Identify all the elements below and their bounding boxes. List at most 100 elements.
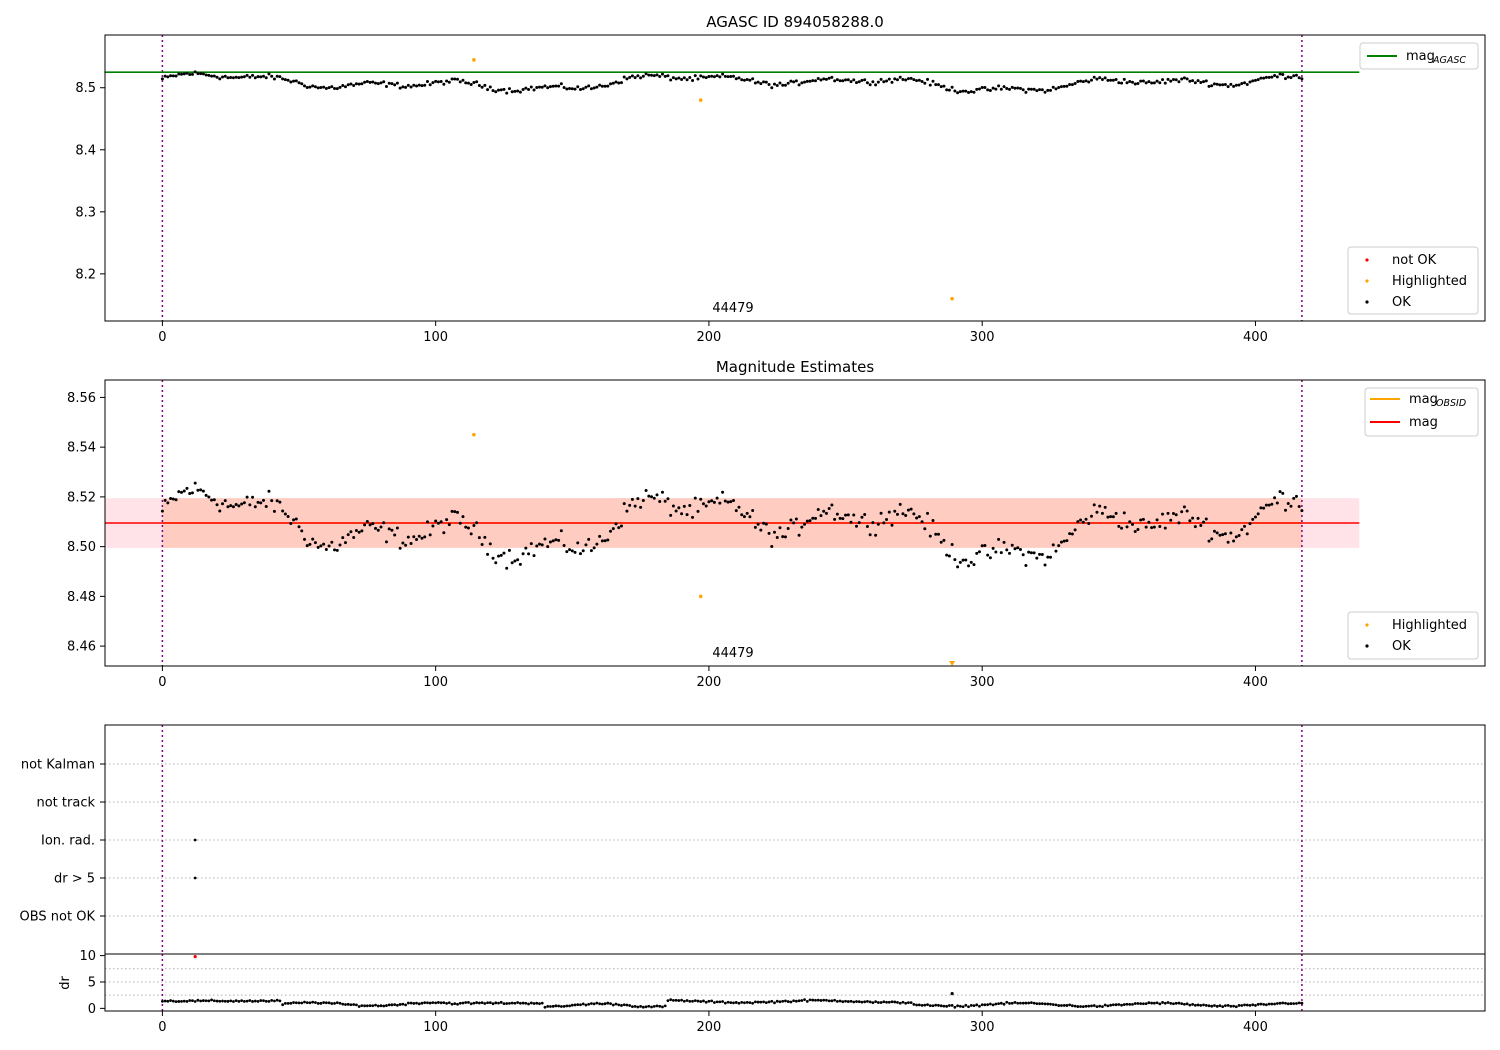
- dr-point: [917, 1003, 921, 1007]
- ok-point: [838, 79, 842, 83]
- dr-point: [702, 999, 705, 1003]
- ok-point: [953, 558, 957, 562]
- x-tick-label: 100: [423, 675, 448, 690]
- ok-point: [190, 72, 194, 76]
- ok-point: [524, 86, 528, 90]
- dr-point: [606, 1001, 610, 1005]
- ok-point: [335, 87, 339, 91]
- ok-point: [1008, 551, 1012, 555]
- ok-point: [576, 85, 580, 89]
- ok-point: [600, 539, 604, 543]
- ok-point: [977, 87, 981, 91]
- dr-point: [844, 999, 847, 1003]
- ok-point: [1027, 87, 1031, 91]
- dr-point: [647, 1004, 651, 1008]
- ok-point: [644, 72, 648, 76]
- ok-point: [352, 535, 356, 539]
- ok-point: [1038, 552, 1042, 556]
- ok-point: [811, 516, 815, 520]
- ok-point: [423, 535, 427, 539]
- dr-point: [871, 1001, 875, 1005]
- dr-point: [538, 1002, 541, 1006]
- ok-point: [188, 72, 192, 76]
- dr-point: [275, 998, 279, 1002]
- ok-point: [942, 84, 946, 88]
- ok-point: [404, 85, 408, 89]
- ok-point: [603, 539, 607, 543]
- ok-point: [518, 90, 522, 94]
- dr-point: [273, 999, 276, 1003]
- dr-point: [1207, 1004, 1211, 1008]
- ok-point: [1243, 524, 1247, 528]
- ok-point: [595, 85, 599, 89]
- dr-point: [581, 1002, 585, 1006]
- ok-point: [581, 549, 585, 553]
- x-tick-label: 300: [970, 1020, 995, 1035]
- ok-point: [540, 543, 544, 547]
- dr-point: [196, 998, 200, 1002]
- dr-point: [245, 999, 249, 1003]
- dr-point: [1221, 1005, 1225, 1009]
- ok-point: [1240, 528, 1244, 532]
- dr-point: [297, 1001, 301, 1005]
- ok-point: [849, 80, 853, 84]
- dr-point: [650, 1005, 653, 1009]
- dr-point: [570, 1003, 574, 1007]
- ok-point: [1253, 515, 1257, 519]
- ok-point: [171, 497, 175, 501]
- highlighted-point: [472, 58, 476, 62]
- dr-point: [759, 1000, 763, 1004]
- dr-point: [620, 1004, 623, 1007]
- ok-point: [685, 78, 689, 82]
- dr-point: [928, 1004, 932, 1008]
- ok-point: [581, 87, 585, 91]
- ok-point: [1218, 83, 1222, 87]
- legend-label-highlighted: Highlighted: [1392, 274, 1467, 289]
- ok-point: [734, 509, 738, 513]
- ok-point: [1240, 81, 1244, 85]
- ok-point: [753, 525, 757, 529]
- ok-point: [483, 83, 487, 87]
- ok-point: [1103, 76, 1107, 80]
- ok-point: [1114, 77, 1118, 81]
- ok-point: [1065, 539, 1069, 543]
- ok-point: [726, 75, 730, 79]
- ok-point: [573, 550, 577, 554]
- ok-point: [658, 74, 662, 78]
- ok-point: [458, 521, 462, 525]
- ok-point: [537, 85, 541, 89]
- dr-point: [305, 1001, 309, 1005]
- dr-point: [527, 1002, 530, 1006]
- ok-point: [707, 500, 711, 504]
- ok-point: [737, 76, 741, 80]
- dr-point: [1051, 1003, 1055, 1006]
- ok-point: [808, 79, 812, 83]
- ok-point: [770, 86, 774, 90]
- ok-point: [425, 520, 429, 524]
- category-label: not track: [36, 796, 95, 811]
- dr-point: [204, 999, 208, 1003]
- dr-point: [428, 1001, 432, 1005]
- dr-point: [453, 1002, 457, 1005]
- dr-point: [762, 1000, 765, 1004]
- dr-point: [464, 1001, 468, 1004]
- ok-point: [491, 89, 495, 93]
- dr-point: [934, 1003, 938, 1007]
- dr-point: [994, 1002, 998, 1006]
- dr-point: [688, 1000, 692, 1003]
- ok-point: [833, 79, 837, 83]
- ok-point: [425, 80, 429, 84]
- dr-point: [707, 999, 711, 1003]
- ok-point: [1087, 80, 1091, 84]
- dr-point: [524, 1001, 528, 1005]
- ok-point: [371, 80, 375, 84]
- ok-point: [1040, 88, 1044, 92]
- flag-point: [193, 838, 197, 842]
- ok-point: [543, 84, 547, 88]
- ok-point: [824, 511, 828, 515]
- dr-point: [797, 999, 801, 1003]
- ok-point: [986, 553, 990, 557]
- ok-point: [663, 74, 667, 78]
- dr-point: [857, 1000, 861, 1004]
- dr-point: [242, 999, 246, 1003]
